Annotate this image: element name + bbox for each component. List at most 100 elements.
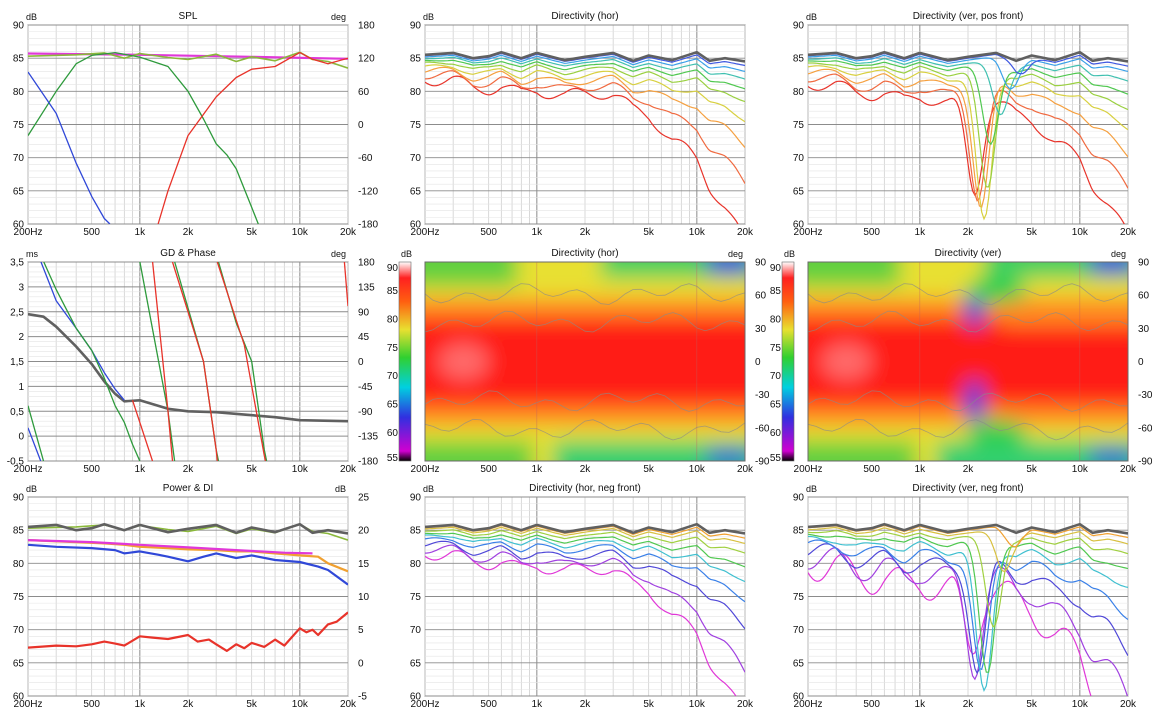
y2-tick-label: -60 [1138, 423, 1153, 434]
y2-tick-label: 15 [358, 559, 370, 570]
y-tick-label: 85 [793, 526, 805, 537]
directivity-curve [808, 57, 1128, 116]
y-tick-label: 80 [793, 559, 805, 570]
y2-tick-label: 90 [358, 307, 370, 318]
directivity-curve [808, 54, 1128, 90]
y-tick-label: 65 [793, 658, 805, 669]
x-tick-label: 500 [863, 227, 880, 238]
y2-tick-label: 90 [755, 258, 767, 269]
x-tick-label: 2k [183, 464, 195, 475]
x-tick-label: 200Hz [794, 699, 823, 710]
x-tick-label: 200Hz [411, 464, 440, 475]
directivity-curve [808, 533, 1128, 673]
directivity-curve [808, 65, 1128, 221]
color-tick-label: 80 [387, 314, 399, 325]
x-tick-label: 5k [643, 464, 655, 475]
y2-tick-label: -30 [755, 390, 770, 401]
series-line [28, 71, 111, 224]
color-unit-label: dB [784, 249, 795, 259]
x-tick-label: 500 [83, 464, 100, 475]
chart-title: Directivity (ver, pos front) [913, 11, 1024, 22]
y-tick-label: 65 [13, 658, 25, 669]
x-tick-label: 1k [532, 464, 544, 475]
y-tick-label: 70 [410, 153, 422, 164]
color-tick-label: 70 [387, 371, 399, 382]
y-tick-label: 90 [410, 21, 422, 32]
x-tick-label: 20k [340, 227, 357, 238]
chart-title: SPL [179, 11, 198, 22]
series-line [28, 611, 348, 652]
directivity-curve [425, 534, 745, 583]
directivity-curve [425, 537, 745, 603]
x-tick-label: 1k [532, 699, 544, 710]
y-tick-label: 75 [410, 592, 422, 603]
y2-tick-label: 60 [1138, 291, 1150, 302]
directivity-curve [808, 535, 1128, 692]
y-unit-label: dB [26, 484, 37, 494]
y-tick-label: 90 [410, 493, 422, 504]
y2-tick-label: -180 [358, 220, 378, 231]
directivity-curve [808, 62, 1128, 188]
y2-tick-label: 45 [358, 332, 370, 343]
series-line [28, 539, 313, 555]
directivity-curve [425, 526, 745, 544]
y-tick-label: -0,5 [7, 457, 25, 468]
x-tick-label: 10k [689, 464, 706, 475]
y2-tick-label: -90 [1138, 457, 1153, 468]
x-tick-label: 1k [532, 227, 544, 238]
directivity-curve [808, 543, 1128, 675]
color-tick-label: 85 [387, 286, 399, 297]
contour-line [808, 390, 1128, 412]
y-tick-label: 75 [410, 120, 422, 131]
y2-tick-label: 20 [358, 526, 370, 537]
series-line [28, 522, 348, 535]
x-tick-label: 200Hz [794, 227, 823, 238]
x-tick-label: 20k [340, 464, 357, 475]
y-tick-label: 90 [793, 21, 805, 32]
y-unit-label: dB [806, 484, 817, 494]
y-tick-label: 85 [13, 526, 25, 537]
chart-title: Directivity (ver) [935, 248, 1002, 259]
y2-tick-label: 60 [358, 87, 370, 98]
directivity-curve [808, 553, 1092, 696]
x-tick-label: 10k [292, 464, 309, 475]
series-line [157, 51, 348, 224]
y2-unit-label: deg [1111, 249, 1126, 259]
y-tick-label: 60 [793, 692, 805, 703]
chart-title: Power & DI [163, 483, 214, 494]
x-tick-label: 1k [915, 464, 927, 475]
chart-title: Directivity (hor) [551, 11, 618, 22]
x-tick-label: 20k [737, 464, 754, 475]
x-tick-label: 2k [580, 699, 592, 710]
x-tick-label: 1k [135, 464, 147, 475]
chart-mapv: 5560657075808590dB-90-60-300306090degDir… [770, 248, 1153, 475]
x-tick-label: 10k [1072, 464, 1089, 475]
y-tick-label: 90 [13, 21, 25, 32]
contour-line [425, 390, 745, 412]
chart-maph: 5560657075808590dB-90-60-300306090degDir… [387, 248, 770, 475]
directivity-curve [425, 550, 737, 696]
y-tick-label: 1 [18, 382, 24, 393]
x-tick-label: 200Hz [411, 227, 440, 238]
x-tick-label: 5k [1026, 227, 1038, 238]
x-tick-label: 500 [863, 464, 880, 475]
x-tick-label: 5k [643, 227, 655, 238]
y-tick-label: 75 [793, 120, 805, 131]
directivity-curve [425, 61, 745, 103]
contour-line [808, 283, 1128, 305]
x-tick-label: 2k [580, 227, 592, 238]
x-tick-label: 2k [963, 699, 975, 710]
y-tick-label: 60 [410, 220, 422, 231]
y-tick-label: 65 [793, 186, 805, 197]
y-tick-label: 85 [410, 526, 422, 537]
y2-tick-label: -180 [358, 457, 378, 468]
y2-tick-label: -5 [358, 692, 367, 703]
y-tick-label: 2 [18, 332, 24, 343]
series-line [425, 50, 745, 63]
directivity-curve [425, 529, 745, 554]
directivity-curve [808, 529, 1128, 628]
x-tick-label: 200Hz [411, 699, 440, 710]
directivity-curve [425, 54, 745, 72]
y-unit-label: dB [806, 12, 817, 22]
